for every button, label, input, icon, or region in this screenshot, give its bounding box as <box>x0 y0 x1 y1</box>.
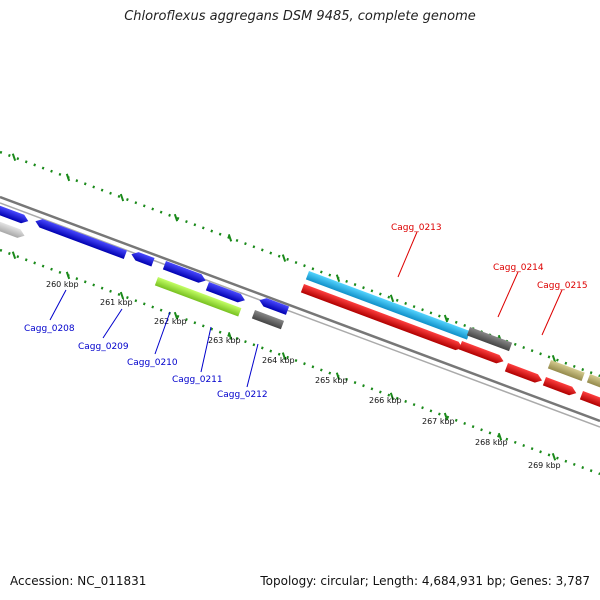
gene-label[interactable]: Cagg_0211 <box>172 375 223 385</box>
gene-label[interactable]: Cagg_0210 <box>127 358 178 368</box>
gene-label[interactable]: Cagg_0212 <box>217 390 268 400</box>
ruler-major-tick <box>173 311 179 320</box>
gene-feature[interactable] <box>0 205 30 225</box>
gene-feature[interactable] <box>504 363 544 385</box>
gene-feature[interactable] <box>586 374 600 390</box>
ruler-major-tick <box>551 453 557 461</box>
genome-summary: Topology: circular; Length: 4,684,931 bp… <box>260 574 590 588</box>
inner-ruler <box>0 248 600 476</box>
gene-label[interactable]: Cagg_0209 <box>78 342 129 352</box>
backbone-line <box>0 202 600 428</box>
kbp-label: 262 kbp <box>154 317 187 326</box>
ruler-major-tick <box>389 392 395 401</box>
gene-feature[interactable] <box>258 296 290 315</box>
ruler-major-tick <box>443 314 449 323</box>
gene-label[interactable]: Cagg_0213 <box>391 223 442 233</box>
map-title: Chloroflexus aggregans DSM 9485, complet… <box>124 9 476 24</box>
kbp-label: 266 kbp <box>369 396 402 405</box>
ruler-major-tick <box>11 251 17 260</box>
ruler-major-tick <box>335 372 341 381</box>
kbp-label: 265 kbp <box>315 376 348 385</box>
gene-feature[interactable] <box>458 341 505 366</box>
ruler-major-tick <box>497 432 503 441</box>
ruler-major-tick <box>65 173 71 182</box>
gene-feature[interactable] <box>205 282 247 304</box>
gene-feature[interactable] <box>251 310 285 330</box>
ruler-major-tick <box>11 153 17 162</box>
label-leaders-bottom <box>49 289 259 388</box>
kbp-label: 269 kbp <box>528 461 561 470</box>
ruler-major-tick <box>65 271 71 280</box>
ruler-major-tick <box>227 332 233 340</box>
ruler-major-tick <box>281 352 287 360</box>
gene-label[interactable]: Cagg_0214 <box>493 263 544 273</box>
ruler-major-tick <box>443 412 449 421</box>
kbp-label: 260 kbp <box>46 280 79 289</box>
gene-feature[interactable] <box>579 391 600 411</box>
gene-feature[interactable] <box>0 221 26 240</box>
ruler-major-tick <box>551 355 557 363</box>
kbp-label: 261 kbp <box>100 298 133 307</box>
accession-text: Accession: NC_011831 <box>10 574 147 588</box>
ruler-major-tick <box>281 254 287 262</box>
ruler-major-tick <box>227 234 233 242</box>
gene-label[interactable]: Cagg_0208 <box>24 324 75 334</box>
backbone-line <box>0 195 600 423</box>
ruler-major-tick <box>335 274 341 283</box>
kbp-label: 264 kbp <box>262 356 295 365</box>
gene-feature[interactable] <box>466 327 513 352</box>
kbp-label: 268 kbp <box>475 438 508 447</box>
ruler-major-tick <box>119 291 125 300</box>
ruler-major-tick <box>119 193 125 202</box>
gene-feature[interactable] <box>300 284 464 352</box>
gene-feature[interactable] <box>542 377 578 397</box>
gene-feature[interactable] <box>162 261 207 285</box>
kbp-label: 267 kbp <box>422 417 455 426</box>
gene-label[interactable]: Cagg_0215 <box>537 281 588 291</box>
gene-feature[interactable] <box>130 250 155 267</box>
kbp-label: 263 kbp <box>208 336 241 345</box>
ruler-major-tick <box>389 294 395 303</box>
label-leaders-top <box>397 231 563 336</box>
gene-feature[interactable] <box>305 271 471 340</box>
gene-feature[interactable] <box>547 360 585 382</box>
ruler-major-tick <box>173 213 179 222</box>
gene-feature[interactable] <box>34 217 127 260</box>
gene-feature[interactable] <box>154 277 242 317</box>
